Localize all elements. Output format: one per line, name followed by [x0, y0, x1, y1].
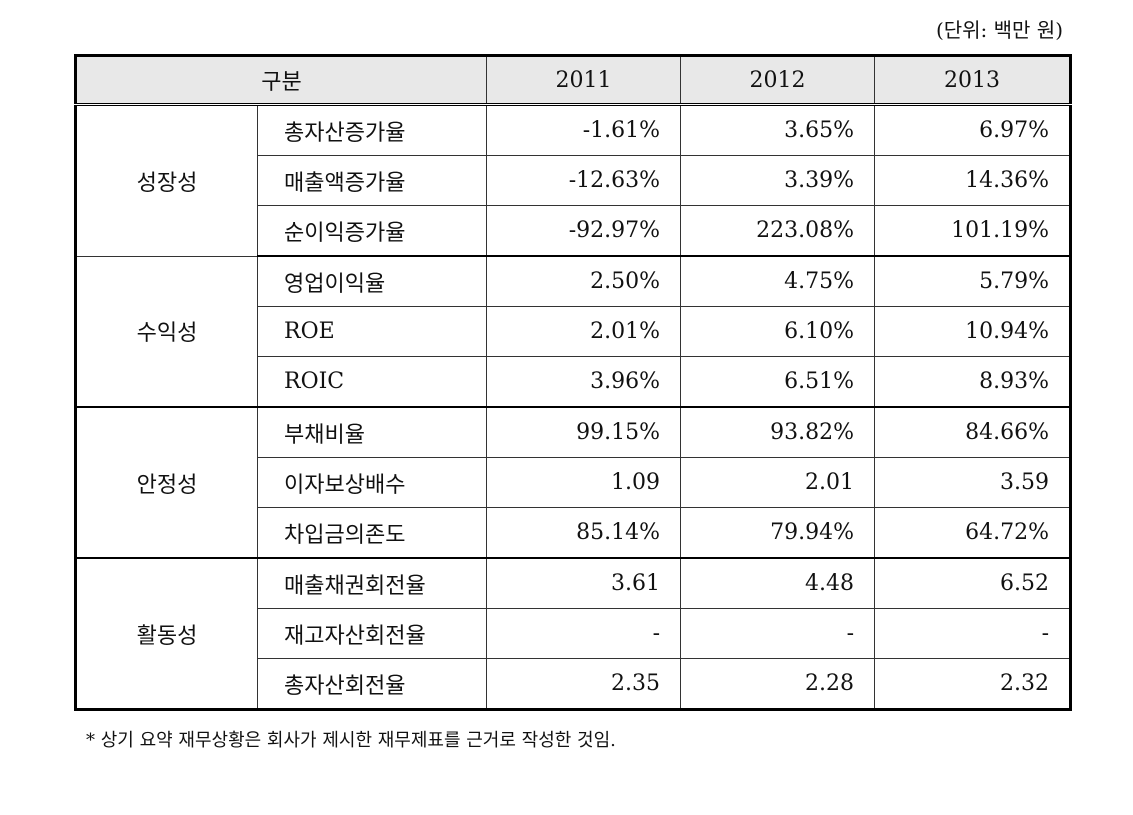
value-cell: 2.50% — [486, 255, 682, 307]
table-row: ROE 2.01% 6.10% 10.94% — [76, 306, 1072, 357]
value-cell: 85.14% — [486, 507, 682, 559]
value-cell: 2.28 — [680, 658, 876, 710]
value-cell: 4.48 — [680, 557, 876, 609]
value-cell: 2.01% — [486, 306, 682, 357]
value-cell: - — [680, 608, 876, 659]
value-cell: 84.66% — [874, 406, 1072, 458]
row-label: 순이익증가율 — [256, 205, 488, 257]
row-label: 매출채권회전율 — [256, 557, 488, 609]
value-cell: 3.59 — [874, 457, 1072, 508]
value-cell: 99.15% — [486, 406, 682, 458]
value-cell: -1.61% — [486, 104, 682, 156]
row-label: 총자산증가율 — [256, 104, 488, 156]
table-header-row: 구분 2011 2012 2013 — [74, 55, 1072, 106]
category-stability: 안정성 — [75, 406, 258, 559]
table-row: 차입금의존도 85.14% 79.94% 64.72% — [76, 507, 1072, 559]
value-cell: 6.10% — [680, 306, 876, 357]
value-cell: 3.61 — [486, 557, 682, 609]
row-label: 총자산회전율 — [256, 658, 488, 710]
table-row: 매출액증가율 -12.63% 3.39% 14.36% — [76, 155, 1072, 206]
unit-label: (단위: 백만 원) — [935, 18, 1063, 42]
value-cell: 6.97% — [874, 104, 1072, 156]
row-label: 부채비율 — [256, 406, 488, 458]
row-label: 이자보상배수 — [256, 457, 488, 508]
value-cell: 3.65% — [680, 104, 876, 156]
value-cell: - — [874, 608, 1072, 659]
table-row: 성장성 총자산증가율 -1.61% 3.65% 6.97% — [75, 104, 1072, 257]
value-cell: 4.75% — [680, 255, 876, 307]
table-row: 재고자산회전율 - - - — [76, 608, 1072, 659]
value-cell: 5.79% — [874, 255, 1072, 307]
row-label: 재고자산회전율 — [256, 608, 488, 659]
table-row: 이자보상배수 1.09 2.01 3.59 — [76, 457, 1072, 508]
value-cell: 1.09 — [486, 457, 682, 508]
category-activity: 활동성 — [75, 557, 258, 710]
value-cell: 79.94% — [680, 507, 876, 559]
financial-ratio-table: 구분 2011 2012 2013 성장성 총자산증가율 -1.61% 3.65… — [74, 54, 1073, 711]
value-cell: 2.32 — [874, 658, 1072, 710]
row-label: ROIC — [256, 356, 488, 408]
header-year-2012: 2012 — [680, 55, 876, 106]
category-growth: 성장성 — [75, 104, 258, 257]
table-row: 순이익증가율 -92.97% 223.08% 101.19% — [76, 205, 1072, 257]
table-row: 안정성 부채비율 99.15% 93.82% 84.66% — [75, 406, 1072, 559]
value-cell: 2.35 — [486, 658, 682, 710]
value-cell: 93.82% — [680, 406, 876, 458]
value-cell: - — [486, 608, 682, 659]
header-year-2013: 2013 — [874, 55, 1072, 106]
value-cell: 2.01 — [680, 457, 876, 508]
row-label: 차입금의존도 — [256, 507, 488, 559]
value-cell: 10.94% — [874, 306, 1072, 357]
value-cell: -12.63% — [486, 155, 682, 206]
header-category: 구분 — [74, 55, 488, 106]
value-cell: 8.93% — [874, 356, 1072, 408]
value-cell: 64.72% — [874, 507, 1072, 559]
row-label: ROE — [256, 306, 488, 357]
table-row: 활동성 매출채권회전율 3.61 4.48 6.52 — [75, 557, 1072, 710]
category-profitability: 수익성 — [75, 255, 258, 408]
table-row: ROIC 3.96% 6.51% 8.93% — [76, 356, 1072, 408]
value-cell: 6.51% — [680, 356, 876, 408]
value-cell: 223.08% — [680, 205, 876, 257]
value-cell: 3.39% — [680, 155, 876, 206]
table-row: 총자산회전율 2.35 2.28 2.32 — [76, 658, 1072, 710]
value-cell: 101.19% — [874, 205, 1072, 257]
row-label: 매출액증가율 — [256, 155, 488, 206]
table-row: 수익성 영업이익율 2.50% 4.75% 5.79% — [75, 255, 1072, 408]
row-label: 영업이익율 — [256, 255, 488, 307]
value-cell: 6.52 — [874, 557, 1072, 609]
value-cell: 3.96% — [486, 356, 682, 408]
header-year-2011: 2011 — [486, 55, 682, 106]
footnote: * 상기 요약 재무상황은 회사가 제시한 재무제표를 근거로 작성한 것임. — [86, 730, 616, 751]
value-cell: -92.97% — [486, 205, 682, 257]
value-cell: 14.36% — [874, 155, 1072, 206]
